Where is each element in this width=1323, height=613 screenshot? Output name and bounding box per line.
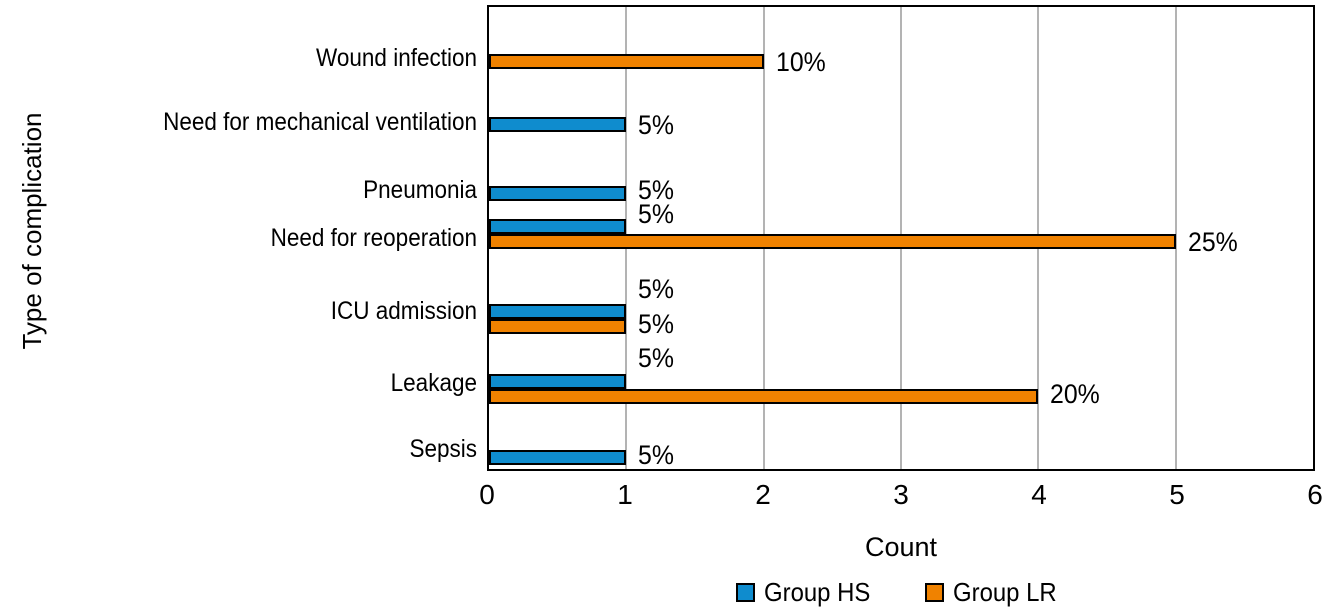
bar-group-hs-leakage bbox=[489, 374, 627, 389]
y-axis-title: Type of complication bbox=[17, 112, 47, 350]
bar-group-hs-pneumonia bbox=[489, 185, 627, 201]
x-tick-label-4: 4 bbox=[1031, 479, 1047, 510]
bar-group-lr-wound-infection bbox=[489, 54, 764, 69]
gridline-x-5 bbox=[1174, 7, 1177, 469]
value-label-group-lr-leakage: 20% bbox=[1050, 379, 1101, 409]
value-label-group-hs-need-for-reoperation: 5% bbox=[638, 199, 675, 229]
x-tick-label-5: 5 bbox=[1169, 479, 1185, 510]
bar-group-lr-leakage bbox=[489, 389, 1039, 404]
value-label-group-lr-wound-infection: 10% bbox=[775, 46, 826, 77]
value-label-group-hs-icu-admission: 5% bbox=[638, 274, 675, 304]
x-tick-label-3: 3 bbox=[893, 479, 909, 510]
bar-group-lr-icu-admission bbox=[489, 319, 627, 334]
bar-group-lr-need-for-reoperation bbox=[489, 234, 1176, 249]
legend: Group HS Group LR bbox=[487, 577, 1315, 607]
category-label-pneumonia: Pneumonia bbox=[363, 176, 477, 204]
legend-swatch-group-lr bbox=[925, 582, 945, 602]
legend-label-group-hs: Group HS bbox=[763, 577, 871, 607]
category-label-wound-infection: Wound infection bbox=[316, 44, 477, 72]
bar-group-hs-sepsis bbox=[489, 450, 627, 465]
category-label-need-for-reoperation: Need for reoperation bbox=[270, 224, 477, 252]
legend-swatch-group-hs bbox=[735, 582, 755, 602]
x-tick-label-1: 1 bbox=[617, 479, 633, 510]
legend-item-group-lr: Group LR bbox=[925, 577, 1066, 607]
value-label-group-hs-pneumonia: 5% bbox=[638, 175, 675, 205]
category-label-need-for-mechanical-ventilation: Need for mechanical ventilation bbox=[163, 108, 477, 136]
bar-group-hs-icu-admission bbox=[489, 304, 627, 319]
x-tick-label-0: 0 bbox=[479, 479, 495, 510]
bar-group-hs-need-for-mechanical-ventilation bbox=[489, 117, 627, 132]
bar-group-hs-need-for-reoperation bbox=[489, 219, 627, 234]
plot-area: 10% 5% 5% 5% 25% 5% 5% 5% 20% 5% bbox=[487, 5, 1315, 471]
value-label-group-lr-need-for-reoperation: 25% bbox=[1187, 226, 1238, 257]
legend-label-group-lr: Group LR bbox=[953, 577, 1058, 607]
value-label-group-hs-need-for-mechanical-ventilation: 5% bbox=[638, 109, 675, 140]
x-tick-label-2: 2 bbox=[755, 479, 771, 510]
category-label-leakage: Leakage bbox=[390, 369, 477, 397]
legend-item-group-hs: Group HS bbox=[735, 577, 880, 607]
value-label-group-hs-sepsis: 5% bbox=[638, 440, 675, 470]
category-label-icu-admission: ICU admission bbox=[330, 297, 477, 325]
value-label-group-hs-leakage: 5% bbox=[638, 343, 675, 373]
x-tick-label-6: 6 bbox=[1307, 479, 1323, 510]
x-axis-title: Count bbox=[864, 532, 938, 562]
value-label-group-lr-icu-admission: 5% bbox=[638, 309, 675, 339]
category-label-sepsis: Sepsis bbox=[409, 435, 477, 463]
